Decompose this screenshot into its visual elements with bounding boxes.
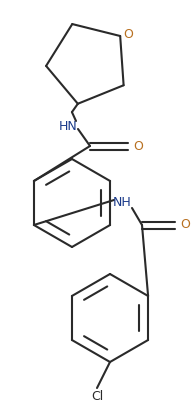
Text: O: O — [180, 219, 190, 232]
Text: O: O — [123, 28, 133, 41]
Text: NH: NH — [113, 196, 131, 209]
Text: Cl: Cl — [91, 390, 103, 403]
Text: O: O — [133, 140, 143, 153]
Text: HN: HN — [59, 120, 77, 133]
